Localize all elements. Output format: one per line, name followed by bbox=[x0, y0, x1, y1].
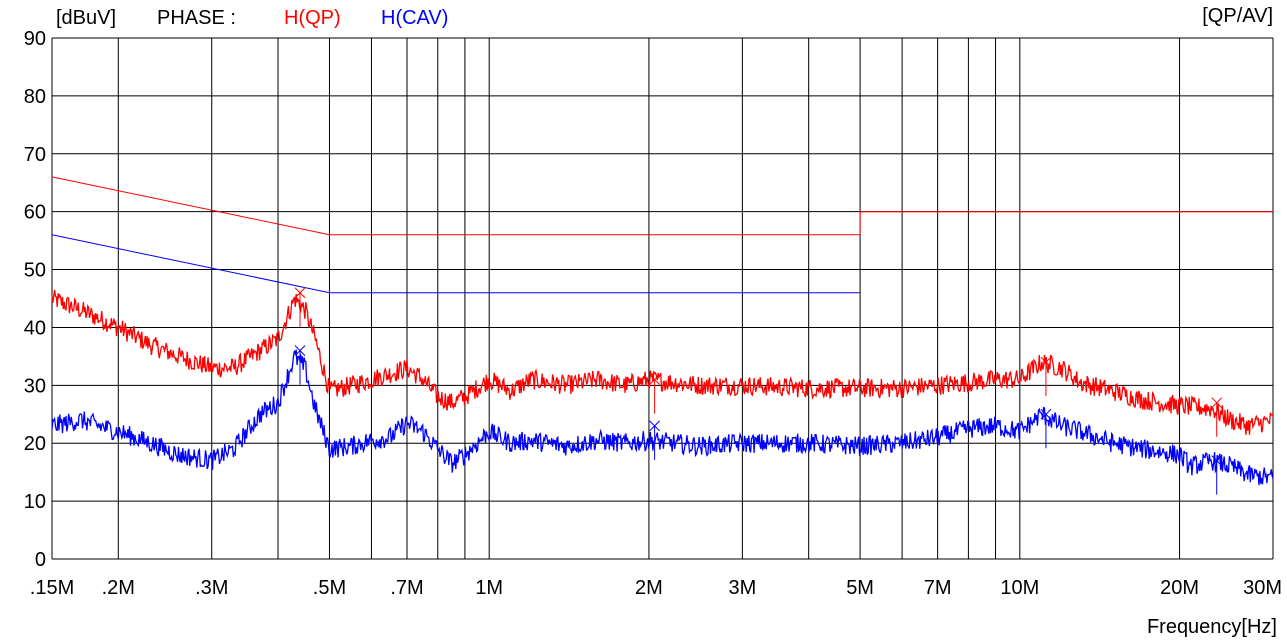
x-tick-label: 10M bbox=[1000, 577, 1039, 599]
y-tick-label: 30 bbox=[24, 375, 46, 397]
y-tick-label: 70 bbox=[24, 144, 46, 166]
y-tick-label: 80 bbox=[24, 86, 46, 108]
x-tick-label: 2M bbox=[635, 577, 663, 599]
y-tick-labels: 0 10 20 30 40 50 60 70 80 90 bbox=[24, 28, 46, 571]
x-tick-label: 5M bbox=[846, 577, 874, 599]
x-tick-labels: .15M .2M .3M .5M .7M 1M 2M 3M 5M 7M 10M 20M 30M bbox=[30, 577, 1282, 599]
series-traces bbox=[51, 289, 1274, 486]
x-axis-label: Frequency[Hz] bbox=[1146, 616, 1277, 638]
x-tick-label: .7M bbox=[390, 577, 423, 599]
x-tick-label: 30M bbox=[1243, 577, 1282, 599]
y-tick-label: 60 bbox=[24, 202, 46, 224]
y-unit-label: [dBuV] bbox=[56, 7, 117, 29]
peak-markers bbox=[294, 287, 1223, 495]
peak-marker bbox=[294, 345, 306, 385]
grid-lines bbox=[51, 37, 1274, 560]
y-tick-label: 10 bbox=[24, 491, 46, 513]
limit-lines bbox=[51, 176, 1273, 294]
y-tick-label: 0 bbox=[35, 549, 46, 571]
limit-line bbox=[51, 176, 1273, 236]
x-tick-label: 1M bbox=[475, 577, 503, 599]
y-tick-label: 50 bbox=[24, 260, 46, 282]
y-tick-label: 90 bbox=[24, 28, 46, 50]
x-tick-label: 3M bbox=[728, 577, 756, 599]
peak-marker bbox=[649, 420, 660, 460]
series-line bbox=[51, 289, 1274, 435]
x-tick-label: .3M bbox=[195, 577, 228, 599]
peak-marker bbox=[1040, 408, 1052, 449]
limit-line bbox=[51, 234, 861, 294]
x-tick-label: .15M bbox=[30, 577, 74, 599]
x-tick-label: 7M bbox=[924, 577, 952, 599]
peak-marker bbox=[1040, 356, 1052, 397]
y-tick-label: 40 bbox=[24, 317, 46, 339]
x-tick-label: .2M bbox=[102, 577, 135, 599]
peak-marker bbox=[649, 374, 660, 414]
peak-marker bbox=[1211, 455, 1223, 495]
detector-label: [QP/AV] bbox=[1202, 5, 1273, 27]
series-line bbox=[51, 349, 1274, 486]
x-tick-label: 20M bbox=[1160, 577, 1199, 599]
legend-cav: H(CAV) bbox=[381, 7, 449, 29]
x-tick-label: .5M bbox=[313, 577, 346, 599]
phase-label: PHASE : bbox=[157, 7, 236, 29]
peak-marker bbox=[1211, 397, 1223, 437]
peak-marker bbox=[294, 287, 306, 327]
y-tick-label: 20 bbox=[24, 433, 46, 455]
legend-qp: H(QP) bbox=[284, 7, 341, 29]
